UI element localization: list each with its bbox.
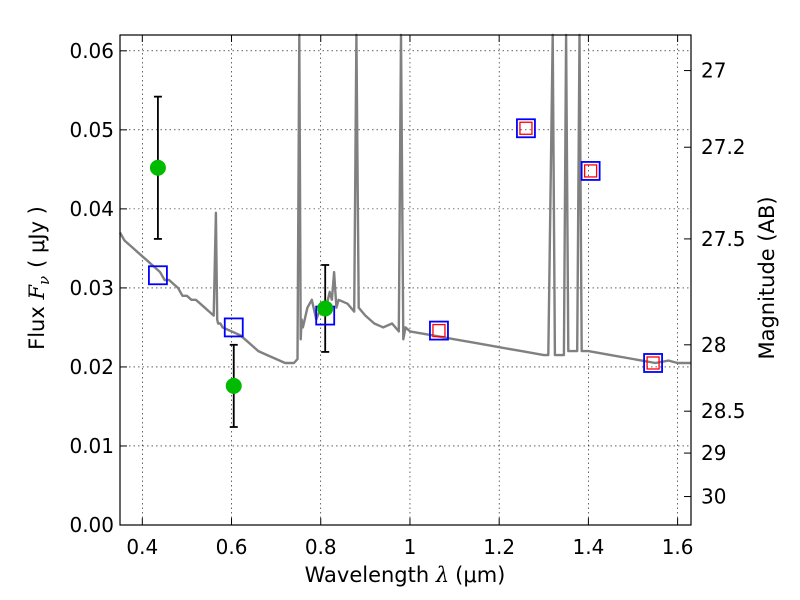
x-tick-label: 1.2: [483, 535, 515, 559]
model-photometry-box: [429, 320, 449, 341]
y-tick-label: 0.02: [69, 355, 114, 379]
y-tick-label: 0.03: [69, 276, 114, 300]
y2-tick-label: 27: [701, 59, 726, 83]
x-tick-label: 1.6: [662, 535, 694, 559]
plot-frame: [119, 34, 692, 526]
upper-limit-box: [646, 356, 660, 370]
y-tick-label: 0.01: [69, 434, 114, 458]
x-axis-label-prefix: Wavelength: [305, 563, 436, 587]
x-axis-label: Wavelength λ (μm): [305, 563, 506, 587]
y2-tick-label: 28: [701, 333, 726, 357]
y-axis-label-unit: ( μJy ): [25, 206, 49, 268]
x-tick-label: 0.4: [126, 535, 158, 559]
upper-limit-box: [583, 164, 598, 178]
y2-axis-label: Magnitude (AB): [755, 196, 779, 359]
y-tick-label: 0.04: [69, 197, 114, 221]
y-tick-label: 0.05: [69, 118, 114, 142]
observed-point: [225, 377, 242, 394]
y-tick-label: 0.00: [69, 513, 114, 537]
model-photometry-box: [148, 265, 168, 286]
x-tick-label: 1.4: [572, 535, 604, 559]
model-photometry-box: [643, 353, 663, 373]
model-photometry-boxes: [148, 118, 663, 373]
y2-axis-ticks: 27 27.2 27.5 28 28.5 29 30: [684, 59, 746, 509]
y-axis-label: Flux Fν ( μJy ): [25, 206, 53, 350]
observed-point: [149, 159, 166, 176]
x-tick-label: 1: [404, 535, 417, 559]
x-tick-label: 0.8: [305, 535, 337, 559]
observed-points: [149, 159, 334, 394]
y2-tick-label: 28.5: [701, 399, 746, 423]
plot-background: [120, 35, 691, 525]
y-axis-label-subscript: ν: [35, 276, 53, 285]
y2-tick-label: 27.5: [701, 227, 746, 251]
x-tick-label: 0.6: [216, 535, 248, 559]
upper-limit-box: [432, 323, 446, 338]
observed-point: [317, 300, 334, 317]
model-photometry-box: [223, 317, 244, 338]
x-axis-label-symbol: λ: [435, 563, 449, 587]
y2-tick-label: 30: [701, 485, 726, 509]
y-axis-label-symbol: F: [25, 284, 49, 301]
y-axis-ticks: 0.00 0.01 0.02 0.03 0.04 0.05 0.06: [69, 39, 127, 537]
upper-limit-boxes: [432, 121, 660, 370]
x-axis-ticks: 0.4 0.6 0.8 1 1.2 1.4 1.6: [126, 35, 694, 559]
y-tick-label: 0.06: [69, 39, 114, 63]
model-photometry-box: [580, 161, 601, 181]
y2-tick-label: 27.2: [701, 135, 746, 159]
model-photometry-box: [516, 118, 536, 139]
y-axis-label-prefix: Flux: [25, 300, 49, 350]
x-axis-label-unit: (μm): [455, 563, 505, 587]
upper-limit-box: [519, 121, 533, 135]
y2-tick-label: 29: [701, 441, 726, 465]
